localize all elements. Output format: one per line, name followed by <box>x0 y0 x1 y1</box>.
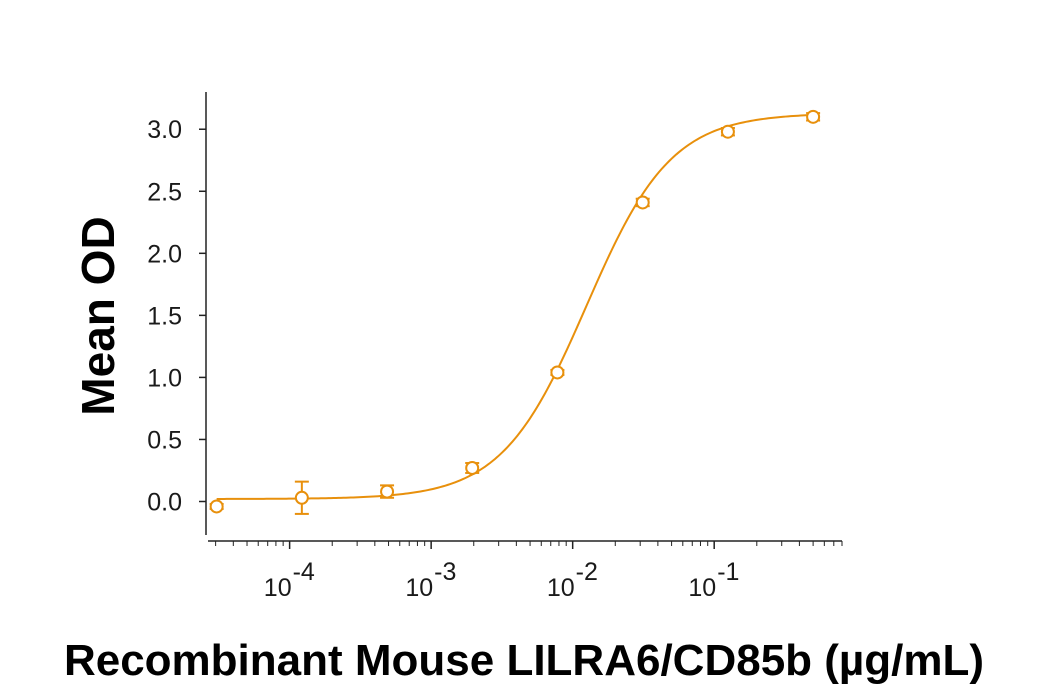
data-point <box>635 195 650 210</box>
point-marker <box>465 460 480 475</box>
point-marker <box>209 499 224 514</box>
x-tick-label-exponent: -3 <box>434 558 456 586</box>
data-points <box>209 109 821 515</box>
y-tick-label: 0.0 <box>147 488 182 516</box>
y-tick-label: 1.0 <box>147 364 182 392</box>
point-marker <box>635 195 650 210</box>
x-tick-label-exponent: -4 <box>293 558 315 586</box>
point-marker <box>720 124 735 139</box>
x-tick-label: 10-4 <box>264 558 315 602</box>
x-tick-label-exponent: -1 <box>717 558 739 586</box>
data-point <box>465 460 480 475</box>
data-point <box>380 484 395 499</box>
fit-curve <box>216 113 814 500</box>
y-tick-label: 2.0 <box>147 240 182 268</box>
axes: 0.00.51.01.52.02.53.010-410-310-210-1 <box>147 92 843 602</box>
point-marker <box>806 109 821 124</box>
x-tick-label: 10-2 <box>547 558 598 602</box>
y-tick-label: 0.5 <box>147 426 182 454</box>
data-point <box>806 109 821 124</box>
data-point <box>294 480 309 515</box>
fit-curve-group <box>216 113 814 500</box>
y-axis-title: Mean OD <box>72 216 124 415</box>
y-tick-label: 2.5 <box>147 178 182 206</box>
point-marker <box>550 365 565 380</box>
data-point <box>209 499 224 514</box>
point-marker <box>294 490 309 505</box>
x-axis-title: Recombinant Mouse LILRA6/CD85b (µg/mL) <box>64 636 984 685</box>
data-point <box>720 124 735 139</box>
y-tick-label: 1.5 <box>147 302 182 330</box>
x-tick-label-base: 10 <box>547 574 575 602</box>
x-tick-label: 10-1 <box>688 558 739 602</box>
x-tick-label-base: 10 <box>405 574 433 602</box>
x-tick-label-base: 10 <box>264 574 292 602</box>
x-tick-label-base: 10 <box>688 574 716 602</box>
data-point <box>550 365 565 380</box>
x-tick-label-exponent: -2 <box>576 558 598 586</box>
point-marker <box>380 484 395 499</box>
y-tick-label: 3.0 <box>147 116 182 144</box>
x-tick-label: 10-3 <box>405 558 456 602</box>
